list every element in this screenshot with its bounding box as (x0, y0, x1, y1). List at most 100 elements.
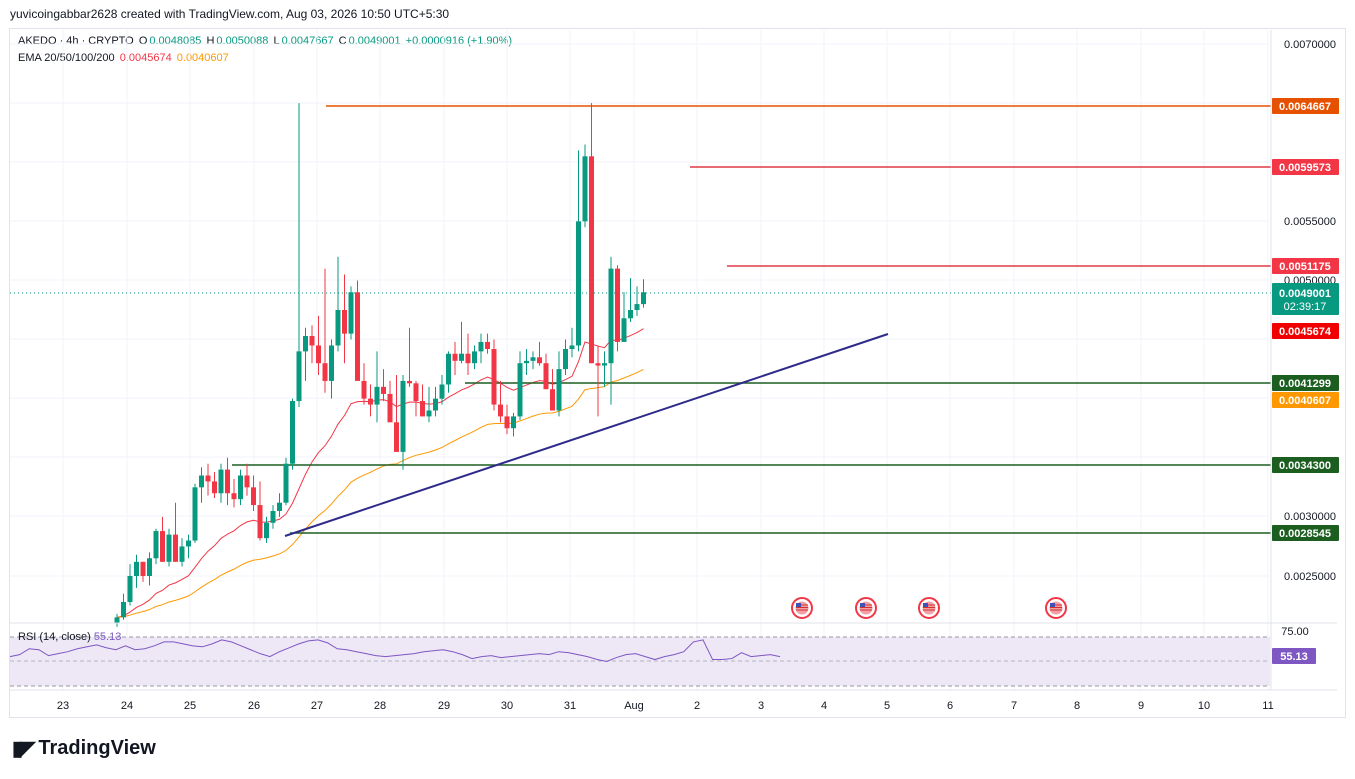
time-tick-label: 10 (1198, 700, 1210, 712)
level-label-1: 0.0059573 (1279, 162, 1331, 174)
time-tick-label: 6 (947, 700, 953, 712)
rsi-value-label: 55.13 (1280, 651, 1308, 663)
candle-body (576, 221, 581, 346)
candle-body (524, 360, 529, 364)
level-tag-3 (1272, 375, 1339, 391)
candle-body (361, 380, 367, 399)
price-axis: 0.00700000.00550000.00500000.00300000.00… (1270, 30, 1339, 690)
level-tag-0 (1272, 98, 1339, 114)
ema20-tag (1272, 323, 1339, 339)
ema20-tag-label: 0.0045674 (1279, 326, 1332, 338)
candle-body (335, 310, 341, 346)
tradingview-logo[interactable]: ▮◤ TradingView (12, 736, 156, 761)
candle-body (283, 463, 289, 503)
candle-body (634, 304, 640, 310)
candle-body (407, 380, 412, 384)
time-tick-label: 23 (57, 700, 69, 712)
rsi-value-tag (1272, 648, 1316, 664)
candle-body (277, 502, 282, 511)
candle-body (212, 481, 217, 494)
time-tick-label: 3 (758, 700, 764, 712)
candle-body (569, 345, 575, 350)
time-tick-label: 7 (1011, 700, 1017, 712)
horizontal-levels: 0.0064667 0.0059573 0.0051175 0.0041299 0.00… (10, 98, 1339, 541)
level-tag-1 (1272, 159, 1339, 175)
time-tick-label: 26 (248, 700, 260, 712)
candle-body (348, 292, 354, 334)
level-label-4: 0.0034300 (1279, 460, 1331, 472)
candle-body (199, 475, 204, 488)
candle-body (257, 505, 263, 539)
flag-canton (796, 603, 801, 607)
candle-body (413, 383, 419, 402)
candle-body (296, 351, 302, 402)
candle-body (140, 561, 146, 576)
candle-body (290, 401, 295, 464)
rsi-legend[interactable]: RSI (14, close) 55.13 (18, 631, 121, 643)
rsi-line (9, 639, 781, 663)
rsi-label: RSI (14, close) (18, 631, 91, 643)
candles (114, 103, 646, 627)
candle-body (394, 422, 399, 452)
time-tick-label: 27 (311, 700, 323, 712)
candle-body (498, 404, 503, 417)
candle-body (595, 363, 601, 366)
candle-body (192, 487, 198, 541)
candle-body (251, 487, 256, 506)
price-tick-label: 0.0070000 (1284, 39, 1336, 51)
candle-body (426, 410, 432, 417)
candle-body (270, 510, 276, 523)
time-tick-label: 8 (1074, 700, 1080, 712)
time-tick-label: 5 (884, 700, 890, 712)
level-tag-4 (1272, 457, 1339, 473)
ema20-value: 0.0045674 (119, 52, 172, 64)
candle-body (322, 363, 328, 381)
chart-attribution: yuvicoingabbar2628 created with TradingV… (10, 7, 450, 21)
candle-body (589, 156, 594, 364)
candle-body (420, 401, 425, 417)
candle-body (556, 369, 562, 411)
candle-body (641, 292, 646, 305)
time-tick-label: 31 (564, 700, 576, 712)
high-label: H (206, 35, 215, 47)
grid (10, 30, 1269, 690)
candle-body (186, 540, 191, 547)
candle-body (134, 561, 139, 576)
candle-body (264, 522, 269, 539)
time-tick-label: 30 (501, 700, 513, 712)
candle-body (238, 475, 243, 500)
candle-body (400, 380, 406, 452)
candle-body (387, 393, 393, 423)
time-tick-label: 2 (694, 700, 700, 712)
price-tick-label: 0.0030000 (1284, 511, 1336, 523)
candle-body (628, 310, 633, 319)
rsi-legend-value: 55.13 (93, 631, 122, 643)
candle-body (537, 357, 542, 364)
candle-body (153, 531, 159, 559)
time-axis: 23 24 25 26 27 28 29 30 31 Aug 2 3 4 5 6 7 8 9 10 11 (10, 689, 1337, 712)
candle-body (147, 558, 152, 576)
candle-body (511, 416, 516, 429)
time-tick-label: 28 (374, 700, 386, 712)
candle-body (491, 349, 497, 405)
flag-canton (860, 603, 865, 607)
candle-body (472, 351, 477, 364)
ema-label[interactable]: EMA 20/50/100/200 (18, 52, 115, 64)
candle-body (114, 617, 120, 624)
close-label: C (338, 35, 347, 47)
candle-body (342, 310, 347, 334)
chart-frame (9, 28, 1346, 718)
rsi-upper-label: 75.00 (1281, 626, 1309, 638)
candle-body (530, 357, 536, 361)
candle-body (355, 292, 360, 381)
candle-body (485, 341, 490, 350)
rsi-pane: 75.00 55.13 (9, 622, 1337, 687)
candle-body (602, 363, 607, 366)
candle-body (368, 398, 373, 405)
candle-body (121, 602, 126, 618)
candle-body (478, 341, 484, 352)
candle-body (316, 345, 321, 364)
time-tick-label: 29 (438, 700, 450, 712)
time-tick-label: 24 (121, 700, 133, 712)
